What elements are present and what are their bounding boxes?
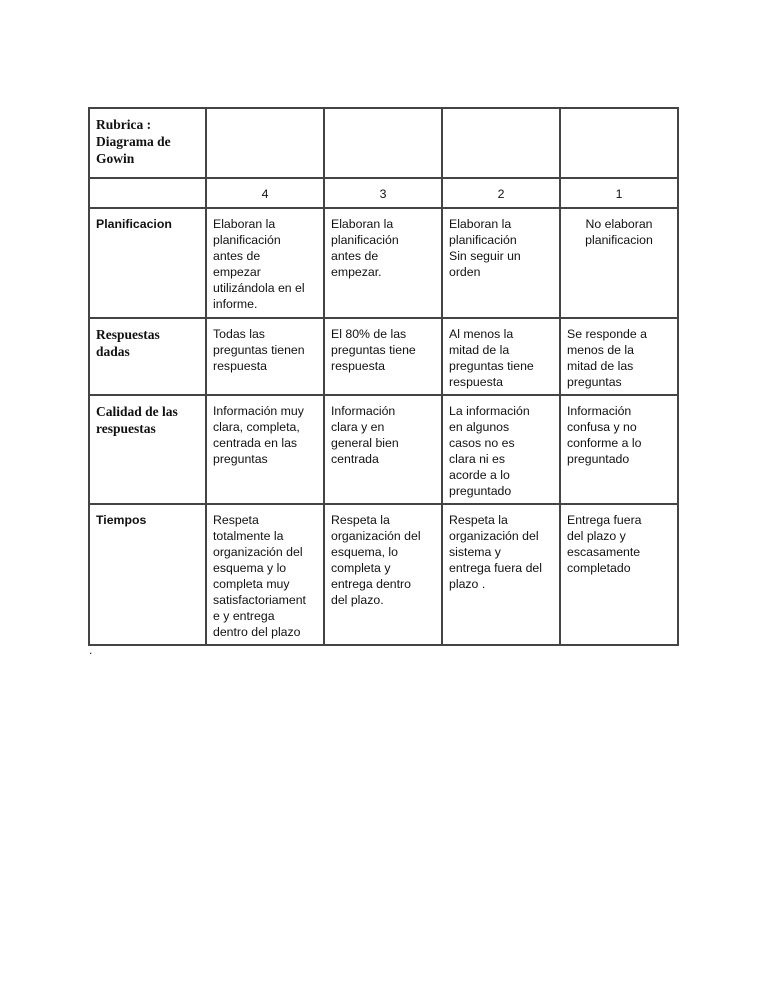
criterion-label: Calidad de las respuestas (88, 394, 207, 505)
empty-cell (441, 107, 561, 179)
criterion-label: Planificacion (88, 207, 207, 319)
table-row: Tiempos Respeta totalmente la organizaci… (88, 503, 679, 646)
score-header: 3 (323, 177, 443, 209)
table-row: Respuestas dadas Todas las preguntas tie… (88, 317, 679, 396)
rubric-title: Rubrica : Diagrama de Gowin (88, 107, 207, 179)
table-cell: El 80% de las preguntas tiene respuesta (323, 317, 443, 396)
table-cell: La información en algunos casos no es cl… (441, 394, 561, 505)
table-cell: Respeta la organización del sistema y en… (441, 503, 561, 646)
table-cell: Respeta la organización del esquema, lo … (323, 503, 443, 646)
footnote-dot: . (89, 643, 93, 657)
table-cell: Información confusa y no conforme a lo p… (559, 394, 679, 505)
empty-cell (559, 107, 679, 179)
score-header: 4 (205, 177, 325, 209)
score-row: 4 3 2 1 (88, 177, 679, 209)
criterion-label: Tiempos (88, 503, 207, 646)
table-cell: No elaboran planificacion (559, 207, 679, 319)
table-cell: Respeta totalmente la organización del e… (205, 503, 325, 646)
score-header: 2 (441, 177, 561, 209)
title-row: Rubrica : Diagrama de Gowin (88, 107, 679, 179)
empty-cell (205, 107, 325, 179)
table-cell: Información muy clara, completa, centrad… (205, 394, 325, 505)
table-cell: Se responde a menos de la mitad de las p… (559, 317, 679, 396)
table-cell: Elaboran la planificación Sin seguir un … (441, 207, 561, 319)
table-row: Calidad de las respuestas Información mu… (88, 394, 679, 505)
table-cell: Todas las preguntas tienen respuesta (205, 317, 325, 396)
table-cell: Información clara y en general bien cent… (323, 394, 443, 505)
table-cell: Al menos la mitad de la preguntas tiene … (441, 317, 561, 396)
table-row: Planificacion Elaboran la planificación … (88, 207, 679, 319)
table-cell: Elaboran la planificación antes de empez… (323, 207, 443, 319)
table-cell: Elaboran la planificación antes de empez… (205, 207, 325, 319)
empty-cell (323, 107, 443, 179)
score-header: 1 (559, 177, 679, 209)
criterion-label: Respuestas dadas (88, 317, 207, 396)
empty-cell (88, 177, 207, 209)
rubric-table: Rubrica : Diagrama de Gowin 4 3 2 1 Plan… (88, 107, 679, 646)
table-cell: Entrega fuera del plazo y escasamente co… (559, 503, 679, 646)
